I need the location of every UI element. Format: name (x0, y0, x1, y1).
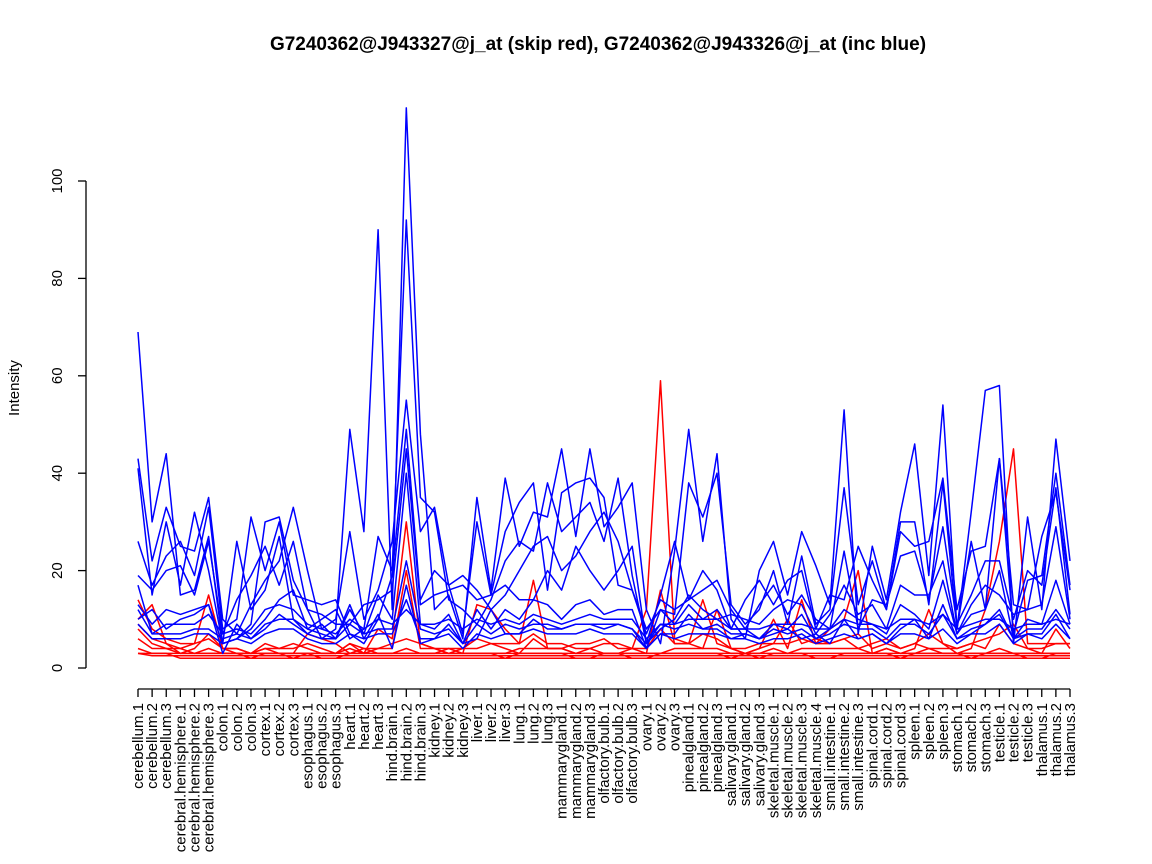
x-tick-label: testicle.2 (1006, 703, 1023, 762)
y-tick-label: 0 (49, 664, 66, 672)
x-tick-label: esophagus.2 (314, 703, 331, 789)
series-line-skip-6 (137, 623, 1070, 655)
x-tick-label: cerebellum.3 (158, 703, 175, 789)
x-tick-label: hind.brain.1 (384, 703, 401, 781)
x-tick-label: lung.3 (540, 703, 557, 744)
chart-title: G7240362@J943327@j_at (skip red), G72403… (270, 34, 926, 55)
x-tick-label: spleen.1 (907, 703, 924, 760)
x-tick-label: cortex.1 (257, 703, 274, 756)
series-line-inc-13 (137, 472, 1071, 650)
x-tick-label: liver.3 (497, 703, 514, 742)
y-tick-label: 100 (49, 168, 66, 193)
x-tick-label: testicle.3 (1020, 703, 1037, 762)
x-tick-label: ovary.1 (638, 703, 655, 751)
x-tick-label: heart.2 (356, 703, 373, 750)
x-tick-label: hind.brain.2 (398, 703, 415, 781)
x-tick-label: cerebellum.2 (144, 703, 161, 789)
x-tick-label: small.intestine.3 (850, 703, 867, 811)
x-tick-label: spinal.cord.2 (878, 703, 895, 788)
x-tick-label: cerebral.hemisphere.2 (186, 703, 203, 852)
x-axis: cerebellum.1cerebellum.2cerebellum.3cere… (130, 688, 1079, 852)
x-tick-label: ovary.3 (667, 703, 684, 751)
x-tick-label: hind.brain.3 (412, 703, 429, 781)
x-tick-label: testicle.1 (991, 703, 1008, 762)
x-tick-label: liver.1 (469, 703, 486, 742)
x-tick-label: salivary.gland.3 (751, 703, 768, 806)
x-tick-label: pinealgland.1 (681, 703, 698, 792)
x-tick-label: cortex.2 (271, 703, 288, 756)
x-tick-label: esophagus.3 (328, 703, 345, 789)
x-tick-label: pinealgland.3 (709, 703, 726, 792)
x-tick-label: skeletal.muscle.2 (780, 703, 797, 818)
x-tick-label: spleen.2 (921, 703, 938, 760)
series-lines (137, 107, 1071, 660)
x-tick-label: spinal.cord.3 (893, 703, 910, 788)
x-tick-label: kidney.2 (441, 703, 458, 758)
x-tick-label: spinal.cord.1 (864, 703, 881, 788)
x-tick-label: skeletal.muscle.1 (765, 703, 782, 818)
x-tick-label: stomach.1 (949, 703, 966, 772)
x-tick-label: olfactory.bulb.3 (624, 703, 641, 804)
x-tick-label: colon.1 (215, 703, 232, 751)
y-tick-label: 60 (49, 367, 66, 384)
y-axis: 0 20 40 60 80 100 (49, 168, 87, 672)
x-tick-label: cerebellum.1 (130, 703, 147, 789)
x-tick-label: small.intestine.2 (836, 703, 853, 811)
x-tick-label: kidney.3 (455, 703, 472, 758)
x-tick-label: kidney.1 (427, 703, 444, 758)
x-tick-label: cortex.3 (285, 703, 302, 756)
x-tick-label: lung.2 (525, 703, 542, 744)
x-tick-label: salivary.gland.2 (737, 703, 754, 806)
x-tick-label: stomach.2 (963, 703, 980, 772)
x-tick-label: mammarygland.2 (568, 703, 585, 819)
x-tick-label: pinealgland.2 (695, 703, 712, 792)
series-line-inc-11 (137, 428, 1071, 645)
x-tick-label: cerebral.hemisphere.1 (172, 703, 189, 852)
x-tick-label: cerebral.hemisphere.3 (201, 703, 218, 852)
x-tick-label: heart.1 (342, 703, 359, 750)
y-tick-label: 20 (49, 562, 66, 579)
series-line-inc-14 (137, 560, 1071, 645)
series-line-inc-17 (137, 584, 1071, 655)
x-tick-label: stomach.3 (977, 703, 994, 772)
y-tick-label: 40 (49, 465, 66, 482)
x-tick-label: mammarygland.3 (582, 703, 599, 819)
x-tick-label: thalamus.3 (1062, 703, 1079, 776)
x-tick-label: colon.2 (229, 703, 246, 751)
x-tick-label: skeletal.muscle.4 (808, 703, 825, 818)
x-tick-label: thalamus.2 (1048, 703, 1065, 776)
series-line-inc-9 (137, 399, 1071, 635)
x-tick-label: heart.3 (370, 703, 387, 750)
x-tick-label: esophagus.1 (299, 703, 316, 789)
series-line-skip-7 (137, 647, 1070, 660)
series-line-skip-4 (137, 652, 1070, 657)
x-tick-label: olfactory.bulb.1 (596, 703, 613, 804)
y-axis-label: Intensity (6, 360, 23, 416)
series-line-inc-15 (137, 599, 1071, 650)
x-tick-label: olfactory.bulb.2 (610, 703, 627, 804)
x-tick-label: salivary.gland.1 (723, 703, 740, 806)
series-line-inc-8 (137, 107, 1071, 645)
y-tick-label: 80 (49, 270, 66, 287)
x-tick-label: mammarygland.1 (554, 703, 571, 819)
x-tick-label: skeletal.muscle.3 (794, 703, 811, 818)
x-tick-label: liver.2 (483, 703, 500, 742)
x-tick-label: lung.1 (511, 703, 528, 744)
x-tick-label: small.intestine.1 (822, 703, 839, 811)
x-tick-label: thalamus.1 (1034, 703, 1051, 776)
x-tick-label: ovary.2 (652, 703, 669, 751)
x-tick-label: colon.3 (243, 703, 260, 751)
series-line-inc-12 (137, 448, 1071, 645)
x-tick-label: spleen.3 (935, 703, 952, 760)
